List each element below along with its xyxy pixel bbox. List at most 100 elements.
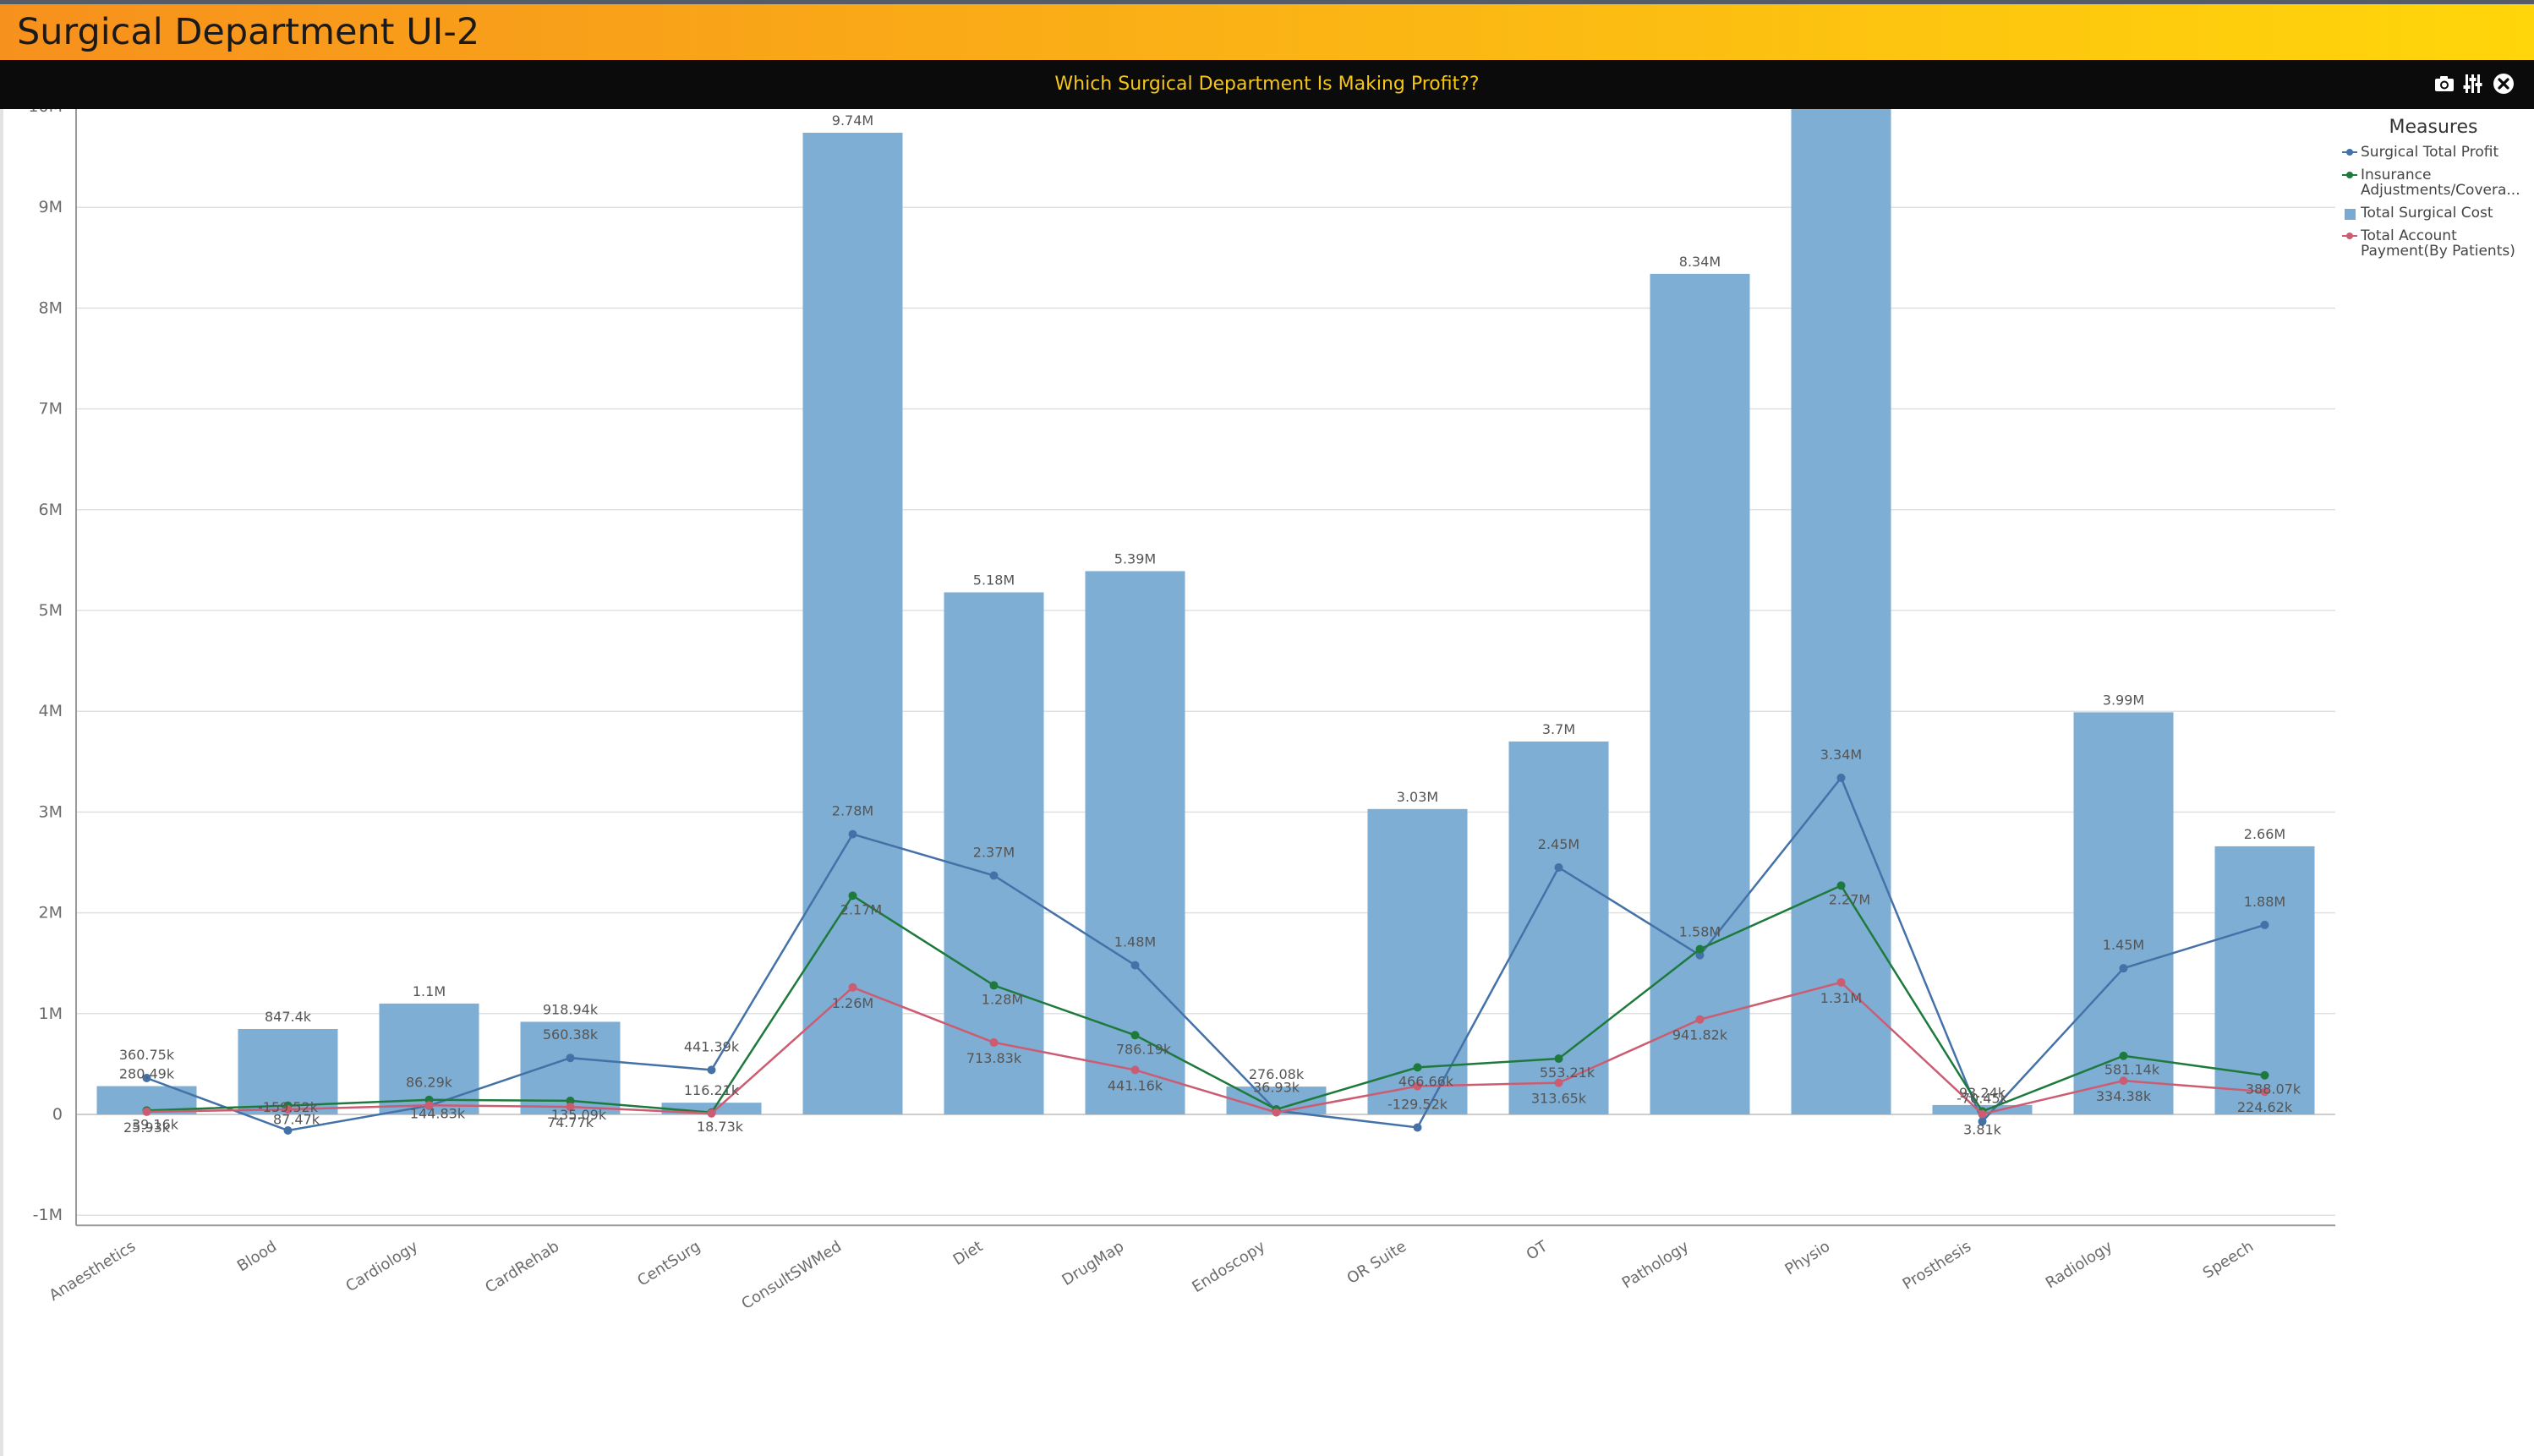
y-tick-label: 9M [39,198,63,216]
bar [1791,109,1891,1115]
y-tick-label: 6M [39,501,63,519]
line-data-label: 87.47k [273,1112,320,1128]
series-point [1695,950,1705,960]
series-point [1272,1108,1281,1117]
y-tick-label: 0 [52,1105,63,1124]
chart-panel: 280.49k 847.4k 1.1M 918.94k 116.21k 9.74M 5.18… [0,109,2534,1456]
series-point [142,1107,151,1116]
bar [944,592,1044,1114]
line-data-label: 2.45M [1538,836,1579,852]
y-tick-label: 2M [39,904,63,922]
line-data-label: 1.58M [1679,924,1721,940]
series-point [2260,1087,2269,1097]
bar-data-label: 847.4k [265,1009,312,1025]
x-tick-label: OR Suite [1344,1238,1410,1288]
bar [802,132,903,1115]
legend-item-surgical-total-profit[interactable]: Surgical Total Profit [2335,145,2531,160]
line-data-label: 74.77k [547,1114,594,1130]
close-icon[interactable] [2491,71,2516,96]
bar-data-label: 3.99M [2103,692,2144,708]
bar-data-label: 3.03M [1397,789,1438,805]
legend-item-total-account-payment[interactable]: Total Account Payment(By Patients) [2335,228,2531,259]
bar-data-label: 5.39M [1114,551,1156,567]
series-point [283,1126,293,1136]
x-tick-label: OT [1524,1237,1552,1264]
x-tick-label: Pathology [1619,1237,1693,1292]
sliders-icon[interactable] [2460,71,2485,96]
combo-chart: 280.49k 847.4k 1.1M 918.94k 116.21k 9.74M 5.18… [28,109,2335,1313]
series-point [1978,1109,1987,1119]
bar [1650,273,1750,1114]
x-tick-label: ConsultSWMed [738,1238,845,1313]
line-data-label: 1.88M [2244,894,2285,910]
app-title: Surgical Department UI-2 [17,11,480,53]
line-data-label: 441.16k [1108,1077,1163,1093]
line-data-label: 560.38k [543,1026,599,1043]
line-data-label: 2.17M [840,901,882,917]
series-point [989,871,999,880]
y-tick-label: 1M [39,1004,63,1023]
x-tick-label: Prosthesis [1900,1238,1974,1294]
series-point [989,1037,999,1047]
legend-title: Measures [2389,117,2478,138]
x-tick-label: DrugMap [1059,1238,1127,1289]
bar-data-label: 1.1M [413,983,446,999]
line-dot-marker-icon [2342,172,2357,178]
line-data-label: 86.29k [406,1075,453,1091]
x-tick-label: Radiology [2043,1237,2116,1292]
y-tick-label: 8M [39,298,63,317]
series-point [2260,920,2269,929]
line-data-label: 441.39k [684,1038,740,1054]
line-data-label: 1.28M [982,991,1023,1007]
series-point [848,829,857,839]
x-tick-label: Physio [1782,1238,1834,1279]
line-dot-marker-icon [2342,233,2357,239]
legend-label: Total Account Payment(By Patients) [2361,227,2515,260]
chart-title: Which Surgical Department Is Making Prof… [1054,74,1480,95]
series-point [1695,1015,1705,1024]
line-data-label: 2.78M [832,803,873,819]
x-tick-label: Endoscopy [1189,1237,1268,1296]
series-point [1413,1063,1422,1072]
bar-data-label: 9.74M [832,112,873,129]
y-tick-label: 10M [28,109,63,116]
line-data-label: 334.38k [2096,1088,2152,1104]
square-marker-icon [2345,209,2356,220]
series-point [566,1054,575,1063]
bar-data-label: 918.94k [543,1001,599,1017]
series-point [848,983,857,992]
y-tick-label: 7M [39,400,63,419]
x-tick-label: Cardiology [342,1237,421,1295]
line-data-label: 3.81k [1963,1122,2002,1138]
x-tick-label: Blood [234,1238,280,1276]
line-data-label: 1.26M [832,995,873,1011]
legend-item-insurance-adjustments[interactable]: Insurance Adjustments/Covera... [2335,167,2531,198]
series-point [1836,773,1846,782]
line-data-label: 18.73k [697,1119,744,1135]
line-dot-marker-icon [2342,149,2357,156]
line-data-label: 1.31M [1820,990,1862,1006]
line-data-label: 466.66k [1398,1073,1454,1089]
series-line [146,775,2265,1132]
y-tick-label: 5M [39,601,63,620]
legend-label: Surgical Total Profit [2361,144,2499,161]
line-data-label: -129.52k [1387,1096,1448,1112]
bar-data-label: 5.18M [973,572,1015,588]
series-point [707,1065,716,1075]
series-point [1554,1078,1563,1087]
app-header: Surgical Department UI-2 [0,4,2534,60]
bar-data-label: 2.66M [2244,826,2285,842]
bar-data-label: 116.21k [684,1082,740,1098]
series-point [1836,881,1846,890]
series-point [1413,1123,1422,1132]
series-point [1695,944,1705,954]
series-point [2119,964,2128,973]
series-point [1130,961,1140,970]
bar-data-label: 280.49k [119,1066,175,1082]
legend-item-total-surgical-cost[interactable]: Total Surgical Cost [2335,205,2531,221]
y-tick-label: 4M [39,702,63,720]
series-point [2119,1051,2128,1060]
x-tick-label: Speech [2200,1238,2257,1283]
camera-icon[interactable] [2432,71,2457,96]
x-tick-label: Anaesthetics [47,1238,140,1305]
